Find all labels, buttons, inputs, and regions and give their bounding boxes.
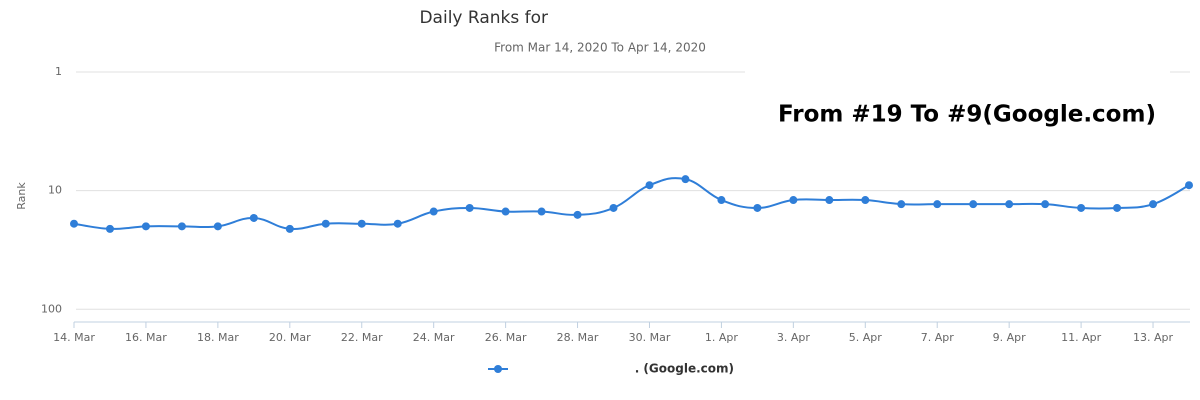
point [681,175,690,184]
point [357,219,366,228]
point [213,222,222,231]
point [789,196,798,205]
x-tick-label: 30. Mar [629,331,671,344]
x-tick-label: 7. Apr [921,331,954,344]
legend-label: . (Google.com) [635,362,734,376]
point [285,224,294,233]
x-tick-label: 11. Apr [1061,331,1101,344]
point [1077,203,1086,212]
point [393,219,402,228]
legend-marker [494,365,502,373]
y-axis-label: Rank [15,182,28,210]
point [70,219,78,228]
point [861,196,870,205]
y-tick-label: 10 [48,184,62,197]
point [1005,200,1014,209]
point [321,219,330,228]
x-tick-label: 28. Mar [557,331,599,344]
annotation: From #19 To #9(Google.com) [778,102,1156,128]
x-tick-label: 22. Mar [341,331,383,344]
annotation-box [745,62,1170,142]
point [897,200,906,209]
point [573,210,582,219]
x-tick-label: 1. Apr [705,331,738,344]
point [537,207,546,216]
x-tick-label: 3. Apr [777,331,810,344]
x-tick-label: 5. Apr [849,331,882,344]
point [105,224,114,233]
point [501,207,510,216]
point [645,181,654,190]
point [1149,200,1158,209]
x-tick-label: 18. Mar [197,331,239,344]
point [1113,203,1122,212]
point [1185,181,1193,190]
point [465,203,474,212]
point [753,203,762,212]
x-tick-label: 9. Apr [993,331,1026,344]
point [141,222,150,231]
y-tick-label: 100 [41,302,62,315]
point [609,203,618,212]
chart-title: Daily Ranks for [419,8,548,28]
x-tick-label: 26. Mar [485,331,527,344]
point [825,196,834,205]
point [429,207,438,216]
point [969,200,978,209]
x-tick-label: 14. Mar [53,331,95,344]
chart-subtitle: From Mar 14, 2020 To Apr 14, 2020 [494,41,706,55]
line [73,177,1190,231]
x-tick-label: 20. Mar [269,331,311,344]
point [717,196,726,205]
x-tick-label: 24. Mar [413,331,455,344]
point [249,213,258,222]
point [177,222,186,231]
point [933,200,942,209]
y-tick-label: 1 [55,65,62,78]
x-tick-label: 16. Mar [125,331,167,344]
point [1041,200,1050,209]
x-tick-label: 13. Apr [1133,331,1173,344]
